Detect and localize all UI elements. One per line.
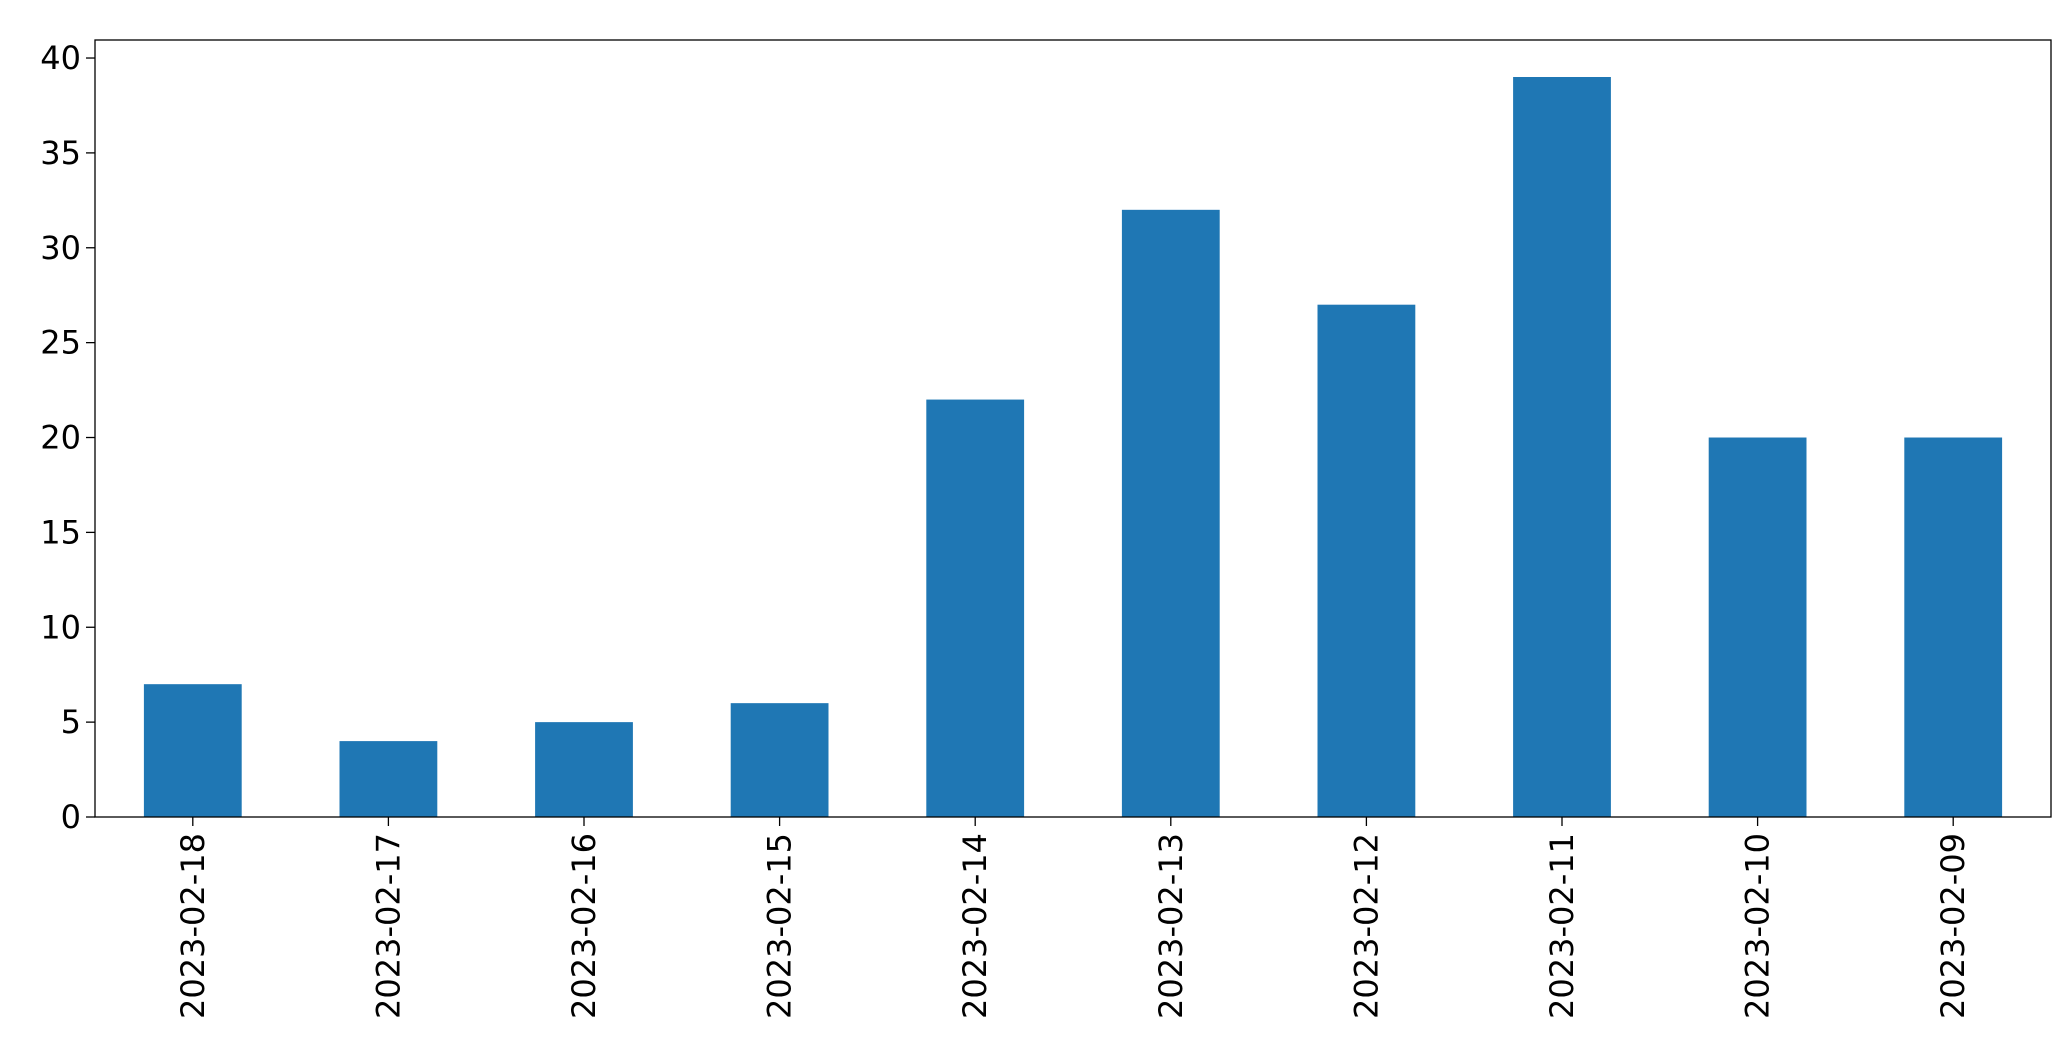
y-tick-label: 10 (40, 608, 81, 646)
y-tick-label: 15 (40, 513, 81, 551)
x-tick-label: 2023-02-13 (1152, 833, 1190, 1019)
y-tick-label: 40 (40, 39, 81, 77)
bar (1121, 209, 1220, 818)
x-tick-label: 2023-02-16 (565, 833, 603, 1019)
x-tick-label: 2023-02-11 (1543, 833, 1581, 1019)
y-tick-label: 30 (40, 229, 81, 267)
plot-frame (94, 39, 2052, 818)
x-tick-label: 2023-02-18 (174, 833, 212, 1019)
x-tick-label: 2023-02-14 (956, 833, 994, 1019)
y-tick-label: 20 (40, 419, 81, 457)
bar (1904, 437, 2003, 817)
bar (1513, 77, 1611, 817)
x-tick-label: 2023-02-17 (369, 833, 407, 1019)
bar (730, 703, 829, 817)
y-tick-label: 35 (40, 134, 81, 172)
y-tick-label: 5 (61, 703, 81, 741)
x-tick-label: 2023-02-10 (1739, 833, 1777, 1019)
x-tick-label: 2023-02-09 (1934, 833, 1972, 1019)
x-tick-label: 2023-02-15 (761, 833, 799, 1019)
bar (535, 722, 633, 817)
bar (143, 684, 242, 817)
bar (339, 741, 438, 817)
bar (1708, 437, 1807, 817)
bar (1317, 304, 1416, 817)
x-tick-label: 2023-02-12 (1347, 833, 1385, 1019)
y-tick-label: 25 (40, 324, 81, 362)
y-tick-label: 0 (61, 798, 81, 836)
bar (926, 399, 1025, 817)
